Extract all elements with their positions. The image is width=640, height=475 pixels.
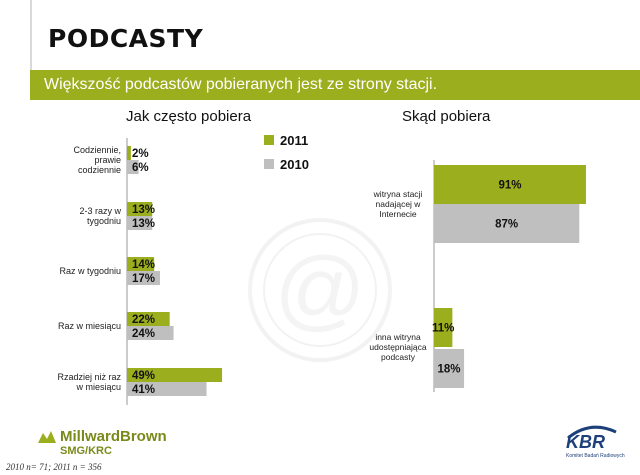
subtitle-text: Większość podcastów pobieranych jest ze … <box>44 76 438 93</box>
left-bar-2011 <box>127 146 131 160</box>
left-bar-value-label: 49% <box>132 370 155 382</box>
millwardbrown-logo-text: MillwardBrown <box>60 428 167 445</box>
left-category-label: Raz w tygodniu <box>59 266 121 276</box>
svg-text:@: @ <box>274 240 365 340</box>
left-bar-2011 <box>127 312 170 326</box>
legend-swatch-2010 <box>264 159 274 169</box>
left-bar-2010 <box>127 216 153 230</box>
right-bar-2011 <box>434 308 453 347</box>
left-bar-value-label: 17% <box>132 273 155 285</box>
left-bar-value-label: 41% <box>132 384 155 396</box>
right-category-label: witryna stacji nadającej w Internecie <box>373 189 423 219</box>
right-category-label: inna witryna udostępniająca podcasty <box>369 332 426 362</box>
watermark-at-icon: @ <box>248 218 392 362</box>
right-bar-value-label: 87% <box>495 219 518 231</box>
right-bar-2010 <box>434 349 465 388</box>
left-bar-value-label: 13% <box>132 218 155 230</box>
millwardbrown-logo-sub: SMG/KRC <box>60 445 112 457</box>
left-bar-2011 <box>127 257 155 271</box>
left-category-label: 2-3 razy w tygodniu <box>79 206 121 226</box>
left-bar-value-label: 14% <box>132 259 155 271</box>
right-bar-value-label: 91% <box>498 180 521 192</box>
kbr-logo-sub: Komitet Badań Radiowych <box>566 453 625 459</box>
left-bar-2011 <box>127 202 153 216</box>
left-bar-2010 <box>127 382 207 396</box>
left-chart-title: Jak często pobiera <box>126 108 252 125</box>
left-category-label: Rzadziej niż raz w miesiącu <box>57 372 121 392</box>
left-bar-2010 <box>127 271 160 285</box>
millwardbrown-logo-icon <box>38 431 56 443</box>
millwardbrown-logo: MillwardBrown SMG/KRC <box>60 428 167 457</box>
left-bar-value-label: 22% <box>132 314 155 326</box>
right-chart-title: Skąd pobiera <box>402 108 491 125</box>
left-category-label: Codziennie, prawie codziennie <box>73 145 121 175</box>
legend-swatch-2011 <box>264 135 274 145</box>
sample-size-footnote: 2010 n= 71; 2011 n = 356 <box>6 462 102 472</box>
subtitle-banner: Większość podcastów pobieranych jest ze … <box>30 70 640 100</box>
left-category-label: Raz w miesiącu <box>58 321 121 331</box>
kbr-logo-text: KBR <box>566 432 605 452</box>
left-bar-value-label: 13% <box>132 204 155 216</box>
legend-label-2010: 2010 <box>280 157 309 172</box>
slide-title: PODCASTY <box>48 24 204 53</box>
right-bar-value-label: 18% <box>438 364 461 376</box>
left-bar-value-label: 6% <box>132 162 149 174</box>
left-bar-value-label: 24% <box>132 328 155 340</box>
kbr-logo-icon <box>567 425 617 440</box>
legend-label-2011: 2011 <box>280 133 308 148</box>
left-bar-2010 <box>127 160 139 174</box>
left-bar-2011 <box>127 368 223 382</box>
right-bar-value-label: 11% <box>432 323 454 335</box>
title-accent-line <box>30 0 32 70</box>
left-bar-value-label: 2% <box>132 148 149 160</box>
left-bar-2010 <box>127 326 174 340</box>
right-bar-2011 <box>434 165 586 204</box>
right-bar-2010 <box>434 204 580 243</box>
